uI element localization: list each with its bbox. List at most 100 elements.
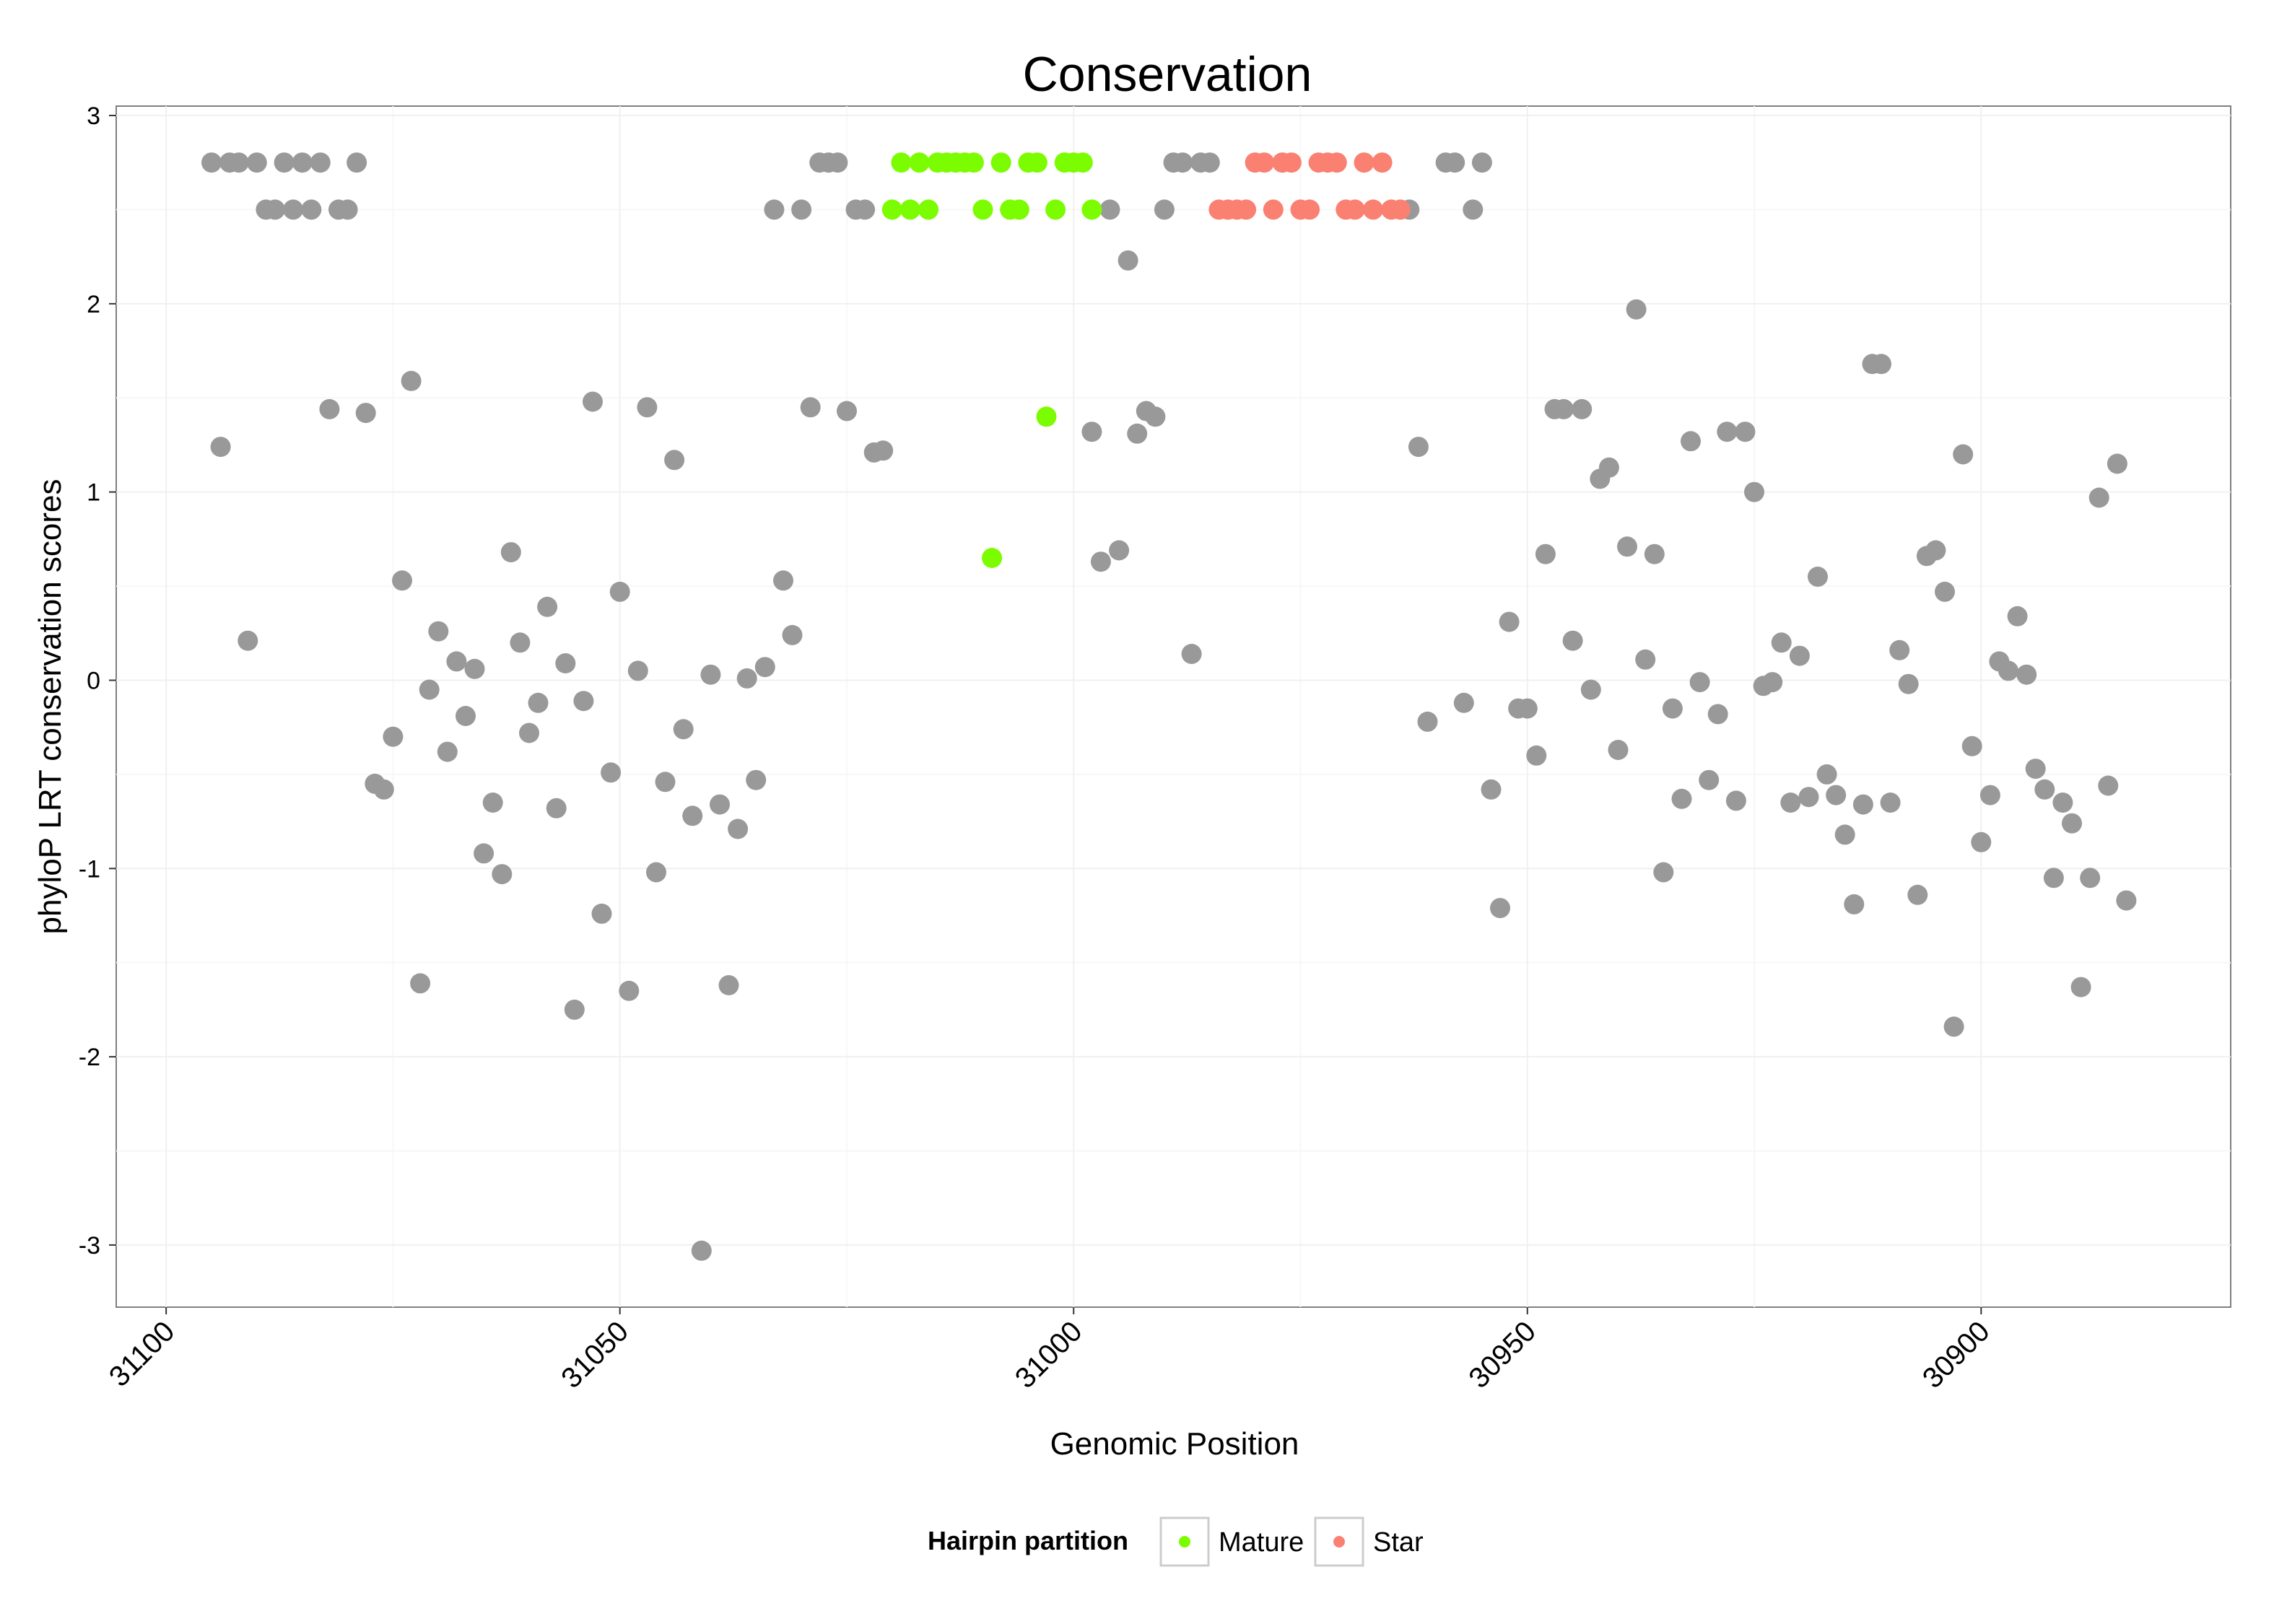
data-point-other — [410, 973, 431, 994]
data-point-other — [791, 199, 812, 220]
data-point-other — [1181, 644, 1202, 664]
y-tick-label: 0 — [87, 667, 100, 694]
data-point-other — [1580, 679, 1601, 700]
data-point-other — [1127, 423, 1148, 444]
data-point-other — [2007, 606, 2028, 627]
data-point-mature — [982, 548, 1003, 568]
y-tick-label: -2 — [79, 1044, 100, 1071]
data-point-other — [736, 668, 757, 689]
data-point-other — [373, 779, 394, 800]
data-point-other — [591, 903, 612, 924]
legend-swatch-star — [1333, 1536, 1345, 1547]
data-point-other — [573, 691, 594, 712]
data-point-other — [546, 798, 567, 818]
data-point-star — [1299, 199, 1320, 220]
data-point-mature — [918, 199, 939, 220]
data-point-other — [646, 862, 666, 883]
data-point-other — [1762, 672, 1783, 693]
data-point-other — [1898, 673, 1919, 694]
data-point-other — [1109, 540, 1130, 561]
data-point-other — [283, 199, 304, 220]
data-point-other — [1598, 457, 1619, 478]
data-point-other — [619, 980, 640, 1001]
data-point-other — [710, 794, 730, 815]
data-point-star — [1372, 152, 1393, 173]
data-point-other — [1445, 152, 1465, 173]
data-point-mature — [881, 199, 902, 220]
plot-panel — [116, 105, 2231, 1308]
data-point-other — [1998, 660, 2018, 681]
data-point-other — [1154, 199, 1175, 220]
data-point-other — [347, 152, 367, 173]
data-point-other — [1118, 250, 1138, 271]
data-point-other — [1090, 551, 1111, 572]
data-point-other — [764, 199, 785, 220]
data-point-other — [637, 397, 658, 418]
data-point-other — [528, 692, 549, 713]
data-point-other — [800, 397, 821, 418]
data-point-other — [228, 152, 249, 173]
data-point-other — [1653, 862, 1674, 883]
data-point-other — [2107, 453, 2127, 474]
data-point-other — [437, 741, 458, 762]
data-point-other — [2080, 868, 2101, 889]
legend: Hairpin partition Mature Star — [928, 1516, 1424, 1567]
data-point-other — [319, 398, 340, 419]
data-point-mature — [1072, 152, 1093, 173]
y-tick-label: 3 — [87, 102, 100, 130]
data-point-other — [1725, 790, 1746, 811]
data-point-other — [664, 450, 685, 471]
x-tick-label: 31000 — [1009, 1315, 1089, 1394]
data-point-other — [827, 152, 848, 173]
legend-label-star: Star — [1373, 1527, 1424, 1558]
data-point-other — [1172, 152, 1193, 173]
data-point-other — [1145, 406, 1166, 427]
data-point-other — [1826, 785, 1847, 806]
data-point-mature — [891, 152, 912, 173]
data-point-other — [1453, 692, 1474, 713]
y-axis: 3 2 1 0 -1 -2 -3 — [79, 102, 116, 1260]
data-point-other — [1608, 740, 1629, 760]
data-point-other — [1953, 444, 1974, 465]
legend-title: Hairpin partition — [928, 1526, 1128, 1555]
data-point-other — [446, 651, 467, 672]
data-point-star — [1254, 152, 1275, 173]
data-point-other — [1463, 199, 1484, 220]
data-point-other — [474, 843, 495, 864]
data-point-other — [2098, 775, 2119, 796]
data-point-other — [1517, 698, 1538, 719]
data-point-other — [1961, 735, 1982, 756]
data-point-star — [1354, 152, 1375, 173]
data-point-mature — [1027, 152, 1047, 173]
data-point-other — [1199, 152, 1220, 173]
data-point-other — [1943, 1016, 1964, 1037]
data-point-other — [2070, 977, 2091, 997]
data-point-other — [1671, 788, 1692, 809]
data-point-mature — [909, 152, 930, 173]
data-point-other — [1871, 354, 1891, 375]
data-point-other — [2116, 890, 2137, 911]
major-gridlines — [116, 106, 2231, 1307]
data-point-other — [855, 199, 876, 220]
data-point-other — [564, 999, 585, 1020]
data-point-other — [1617, 536, 1637, 557]
data-point-other — [337, 199, 358, 220]
data-point-other — [700, 664, 721, 685]
y-tick-label: 2 — [87, 291, 100, 318]
y-tick-label: 1 — [87, 479, 100, 507]
data-point-other — [746, 769, 767, 790]
data-point-other — [428, 621, 449, 642]
data-point-other — [210, 437, 231, 458]
data-point-mature — [972, 199, 993, 220]
data-point-other — [1798, 787, 1819, 808]
chart-title: Conservation — [1023, 47, 1312, 102]
data-point-mature — [1081, 199, 1102, 220]
data-point-other — [2016, 664, 2037, 685]
data-point-mature — [1045, 199, 1066, 220]
data-point-other — [2088, 487, 2109, 508]
data-point-other — [355, 403, 376, 424]
data-points — [201, 152, 2137, 1261]
data-point-other — [837, 401, 857, 422]
data-point-other — [1644, 543, 1665, 564]
data-point-other — [1662, 698, 1683, 719]
